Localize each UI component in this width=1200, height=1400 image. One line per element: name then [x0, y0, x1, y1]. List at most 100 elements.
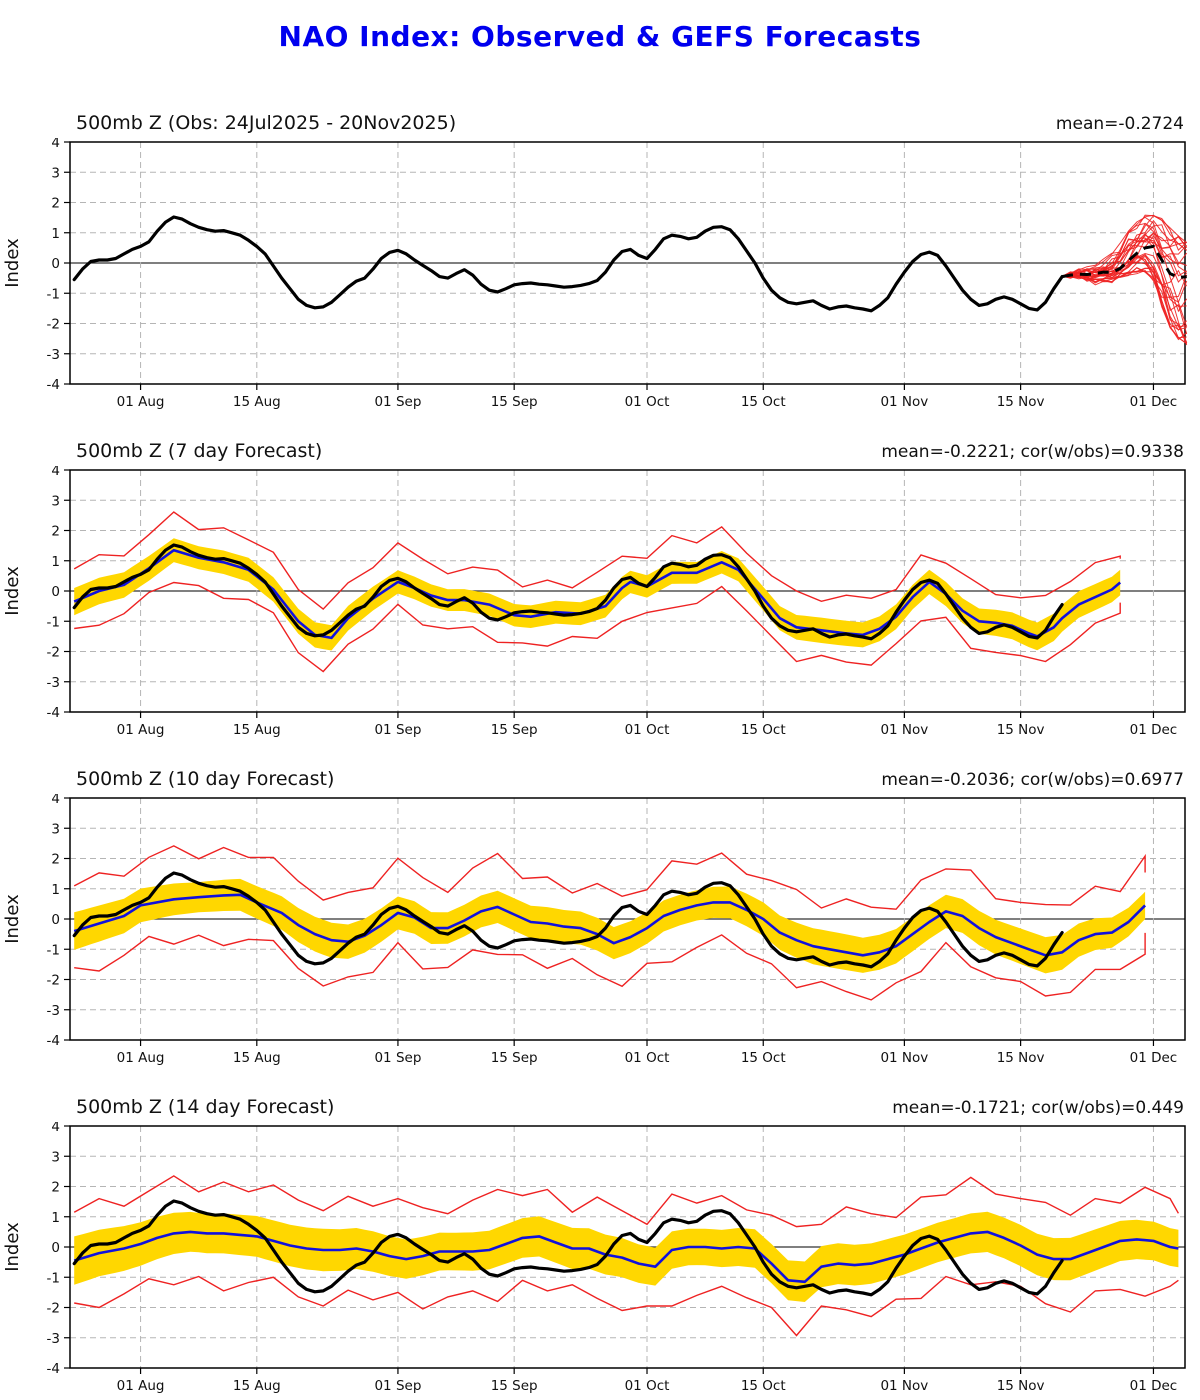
x-tick-label: 01 Nov: [880, 1050, 928, 1066]
panel-forecast-14day: 500mb Z (14 day Forecast) mean=-0.1721; …: [0, 1096, 1200, 1400]
x-tick-label: 01 Nov: [880, 1378, 928, 1394]
y-tick-label: -3: [47, 675, 60, 691]
forecast-mean-line: [73, 548, 1122, 640]
x-tick-label: 01 Nov: [880, 722, 928, 738]
x-tick-label: 01 Dec: [1130, 1050, 1178, 1066]
panel-title: 500mb Z (14 day Forecast): [76, 1096, 335, 1118]
x-tick-label: 15 Sep: [491, 1050, 538, 1066]
y-tick-label: -4: [47, 1361, 60, 1377]
x-tick-label: 01 Nov: [880, 394, 928, 410]
ensemble-mean-line: [1061, 244, 1187, 280]
panel-forecast-10day: 500mb Z (10 day Forecast) mean=-0.2036; …: [0, 768, 1200, 1088]
x-tick-label: 15 Sep: [491, 722, 538, 738]
forecast-14day-plot: 01 Aug 15 Aug 01 Sep 15 Sep 01 Oct 15 Oct 01 N…: [2, 1122, 1186, 1394]
envelope-max-line: [73, 511, 1121, 611]
forecast-10day-plot: 01 Aug 15 Aug 01 Sep 15 Sep 01 Oct 15 Oct 01 N…: [2, 794, 1186, 1066]
x-tick-label: 15 Aug: [233, 394, 281, 410]
x-tick-label: 01 Aug: [117, 1050, 165, 1066]
y-tick-label: 1: [51, 1210, 60, 1226]
panel-title: 500mb Z (7 day Forecast): [76, 440, 323, 462]
y-tick-label: -2: [47, 645, 60, 661]
plot-border: [69, 797, 1186, 1041]
x-tick-label: 01 Dec: [1130, 1378, 1178, 1394]
y-axis-label: Index: [2, 894, 23, 944]
y-tick-label: 1: [51, 554, 60, 570]
x-tick-label: 01 Aug: [117, 1378, 165, 1394]
envelope-min-line: [74, 932, 1146, 1001]
y-tick-label: -3: [47, 1003, 60, 1019]
y-tick-label: 3: [51, 493, 60, 509]
y-tick-label: 1: [51, 226, 60, 242]
y-tick-label: -1: [47, 614, 60, 630]
y-tick-label: -1: [47, 942, 60, 958]
y-tick-label: -3: [47, 347, 60, 363]
y-axis-label: Index: [2, 566, 23, 616]
observed-plot: 01 Aug 15 Aug 01 Sep 15 Sep 01 Oct 15 Oct 01 N…: [2, 138, 1188, 410]
y-tick-label: 4: [51, 466, 60, 479]
forecast-mean-line: [73, 893, 1147, 957]
y-tick-label: 0: [51, 584, 60, 600]
envelope-max-line: [73, 1175, 1180, 1228]
y-tick-label: -4: [47, 377, 60, 393]
x-tick-label: 01 Sep: [374, 394, 421, 410]
x-tick-label: 01 Dec: [1130, 722, 1178, 738]
ensemble-member-line: [1061, 222, 1188, 328]
y-axis-label: Index: [2, 1222, 23, 1272]
x-tick-label: 15 Sep: [491, 1378, 538, 1394]
panel-observed: 500mb Z (Obs: 24Jul2025 - 20Nov2025) mea…: [0, 112, 1200, 432]
x-tick-label: 01 Oct: [625, 1050, 670, 1066]
y-tick-label: -3: [47, 1331, 60, 1347]
y-tick-label: 2: [51, 196, 60, 212]
y-tick-label: 3: [51, 821, 60, 837]
x-tick-label: 15 Nov: [997, 1378, 1045, 1394]
x-tick-label: 01 Oct: [625, 722, 670, 738]
ensemble-member-line: [1061, 266, 1188, 343]
y-tick-label: -2: [47, 1301, 60, 1317]
x-tick-label: 01 Oct: [625, 394, 670, 410]
y-axis-label: Index: [2, 238, 23, 288]
forecast-7day-plot: 01 Aug 15 Aug 01 Sep 15 Sep 01 Oct 15 Oct 01 N…: [2, 466, 1186, 738]
y-tick-label: 4: [51, 138, 60, 151]
panel-forecast-7day-header: 500mb Z (7 day Forecast) mean=-0.2221; c…: [0, 440, 1200, 466]
x-tick-label: 01 Aug: [117, 394, 165, 410]
y-tick-label: -4: [47, 1033, 60, 1049]
panel-title: 500mb Z (Obs: 24Jul2025 - 20Nov2025): [76, 112, 457, 134]
panel-forecast-10day-header: 500mb Z (10 day Forecast) mean=-0.2036; …: [0, 768, 1200, 794]
chart-title: NAO Index: Observed & GEFS Forecasts: [278, 20, 922, 53]
x-tick-label: 15 Aug: [233, 1378, 281, 1394]
forecast-mean-line: [73, 1230, 1179, 1284]
observed-line: [72, 1199, 1064, 1297]
observed-line: [72, 215, 1064, 313]
y-tick-label: 2: [51, 1180, 60, 1196]
plot-border: [69, 469, 1186, 713]
x-tick-label: 01 Oct: [625, 1378, 670, 1394]
y-tick-label: 0: [51, 256, 60, 272]
plot-border: [69, 141, 1186, 385]
y-tick-label: -2: [47, 317, 60, 333]
x-tick-label: 15 Oct: [741, 722, 786, 738]
x-tick-label: 15 Nov: [997, 722, 1045, 738]
x-tick-label: 15 Oct: [741, 1378, 786, 1394]
x-tick-label: 15 Aug: [233, 722, 281, 738]
envelope-min-line: [74, 581, 1121, 673]
panel-stats: mean=-0.2221; cor(w/obs)=0.9338: [881, 442, 1184, 462]
y-tick-label: 4: [51, 1122, 60, 1135]
panel-observed-header: 500mb Z (Obs: 24Jul2025 - 20Nov2025) mea…: [0, 112, 1200, 138]
y-tick-label: -1: [47, 286, 60, 302]
x-tick-label: 01 Sep: [374, 722, 421, 738]
x-tick-label: 01 Sep: [374, 1050, 421, 1066]
x-tick-label: 01 Aug: [117, 722, 165, 738]
plot-border: [69, 1125, 1186, 1369]
y-tick-label: -1: [47, 1270, 60, 1286]
panel-stats: mean=-0.2036; cor(w/obs)=0.6977: [881, 770, 1184, 790]
y-tick-label: 3: [51, 165, 60, 181]
y-tick-label: 2: [51, 524, 60, 540]
ensemble-member-line: [1061, 215, 1188, 278]
y-tick-label: 2: [51, 852, 60, 868]
ensemble-member-line: [1061, 266, 1187, 345]
panel-forecast-7day: 500mb Z (7 day Forecast) mean=-0.2221; c…: [0, 440, 1200, 760]
panel-title: 500mb Z (10 day Forecast): [76, 768, 335, 790]
ensemble-member-line: [1062, 222, 1188, 283]
x-tick-label: 15 Oct: [741, 1050, 786, 1066]
